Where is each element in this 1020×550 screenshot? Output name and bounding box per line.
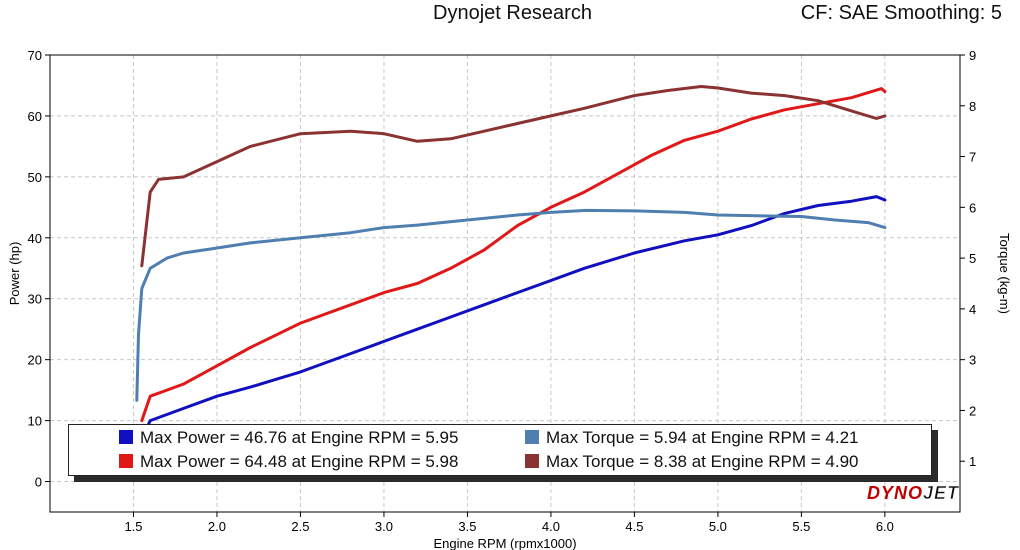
series-line-4 bbox=[140, 85, 887, 268]
y-left-tick-label: 30 bbox=[28, 292, 42, 307]
x-tick-label: 2.5 bbox=[291, 519, 309, 534]
legend-label: Max Torque = 8.38 at Engine RPM = 4.90 bbox=[546, 452, 859, 471]
legend-swatch bbox=[119, 454, 133, 468]
y-right-tick-label: 5 bbox=[969, 251, 976, 266]
y-left-tick-label: 70 bbox=[28, 48, 42, 63]
legend-swatch bbox=[525, 430, 539, 444]
x-tick-label: 3.5 bbox=[458, 519, 476, 534]
correction-factor-label: CF: SAE Smoothing: 5 bbox=[800, 2, 1002, 24]
x-tick-label: 5.5 bbox=[792, 519, 810, 534]
series-line-3 bbox=[135, 208, 887, 402]
y-right-tick-label: 9 bbox=[969, 48, 976, 63]
y-left-tick-label: 20 bbox=[28, 353, 42, 368]
y-right-tick-label: 4 bbox=[969, 302, 976, 317]
y-left-tick-label: 0 bbox=[35, 475, 42, 490]
y-right-tick-label: 2 bbox=[969, 403, 976, 418]
x-tick-label: 4.5 bbox=[625, 519, 643, 534]
x-axis-label: Engine RPM (rpmx1000) bbox=[433, 536, 576, 550]
y-axis-left-label: Power (hp) bbox=[7, 242, 22, 306]
y-right-tick-label: 6 bbox=[969, 200, 976, 215]
y-right-tick-label: 7 bbox=[969, 150, 976, 165]
series-line-1 bbox=[140, 195, 887, 441]
dynojet-logo: DYNOJET bbox=[867, 483, 959, 504]
x-tick-label: 3.0 bbox=[375, 519, 393, 534]
legend-label: Max Power = 46.76 at Engine RPM = 5.95 bbox=[140, 428, 459, 447]
y-left-tick-label: 50 bbox=[28, 170, 42, 185]
legend-label: Max Torque = 5.94 at Engine RPM = 4.21 bbox=[546, 428, 859, 447]
legend-swatch bbox=[119, 430, 133, 444]
series-line-2 bbox=[140, 87, 887, 423]
y-right-tick-label: 8 bbox=[969, 99, 976, 114]
legend-item-torque-red: Max Torque = 8.38 at Engine RPM = 4.90 bbox=[525, 451, 859, 473]
y-left-tick-label: 10 bbox=[28, 414, 42, 429]
x-tick-label: 6.0 bbox=[876, 519, 894, 534]
plot-frame bbox=[49, 54, 961, 513]
x-tick-label: 2.0 bbox=[208, 519, 226, 534]
y-right-tick-label: 1 bbox=[969, 454, 976, 469]
y-left-tick-label: 40 bbox=[28, 231, 42, 246]
legend-item-torque-blue: Max Torque = 5.94 at Engine RPM = 4.21 bbox=[525, 427, 859, 449]
y-right-tick-label: 3 bbox=[969, 353, 976, 368]
legend-label: Max Power = 64.48 at Engine RPM = 5.98 bbox=[140, 452, 459, 471]
legend-swatch bbox=[525, 454, 539, 468]
y-axis-right-label: Torque (kg-m) bbox=[997, 233, 1012, 314]
x-tick-label: 1.5 bbox=[124, 519, 142, 534]
legend-item-power-blue: Max Power = 46.76 at Engine RPM = 5.95 bbox=[119, 427, 458, 449]
logo-part-dyno: DYNO bbox=[867, 483, 924, 503]
logo-part-jet: JET bbox=[923, 483, 960, 504]
legend-item-power-red: Max Power = 64.48 at Engine RPM = 5.98 bbox=[119, 451, 458, 473]
legend: Max Power = 46.76 at Engine RPM = 5.95 M… bbox=[68, 424, 932, 476]
x-tick-label: 4.0 bbox=[542, 519, 560, 534]
chart-title: Dynojet Research bbox=[433, 2, 592, 24]
y-left-tick-label: 60 bbox=[28, 109, 42, 124]
x-tick-label: 5.0 bbox=[709, 519, 727, 534]
